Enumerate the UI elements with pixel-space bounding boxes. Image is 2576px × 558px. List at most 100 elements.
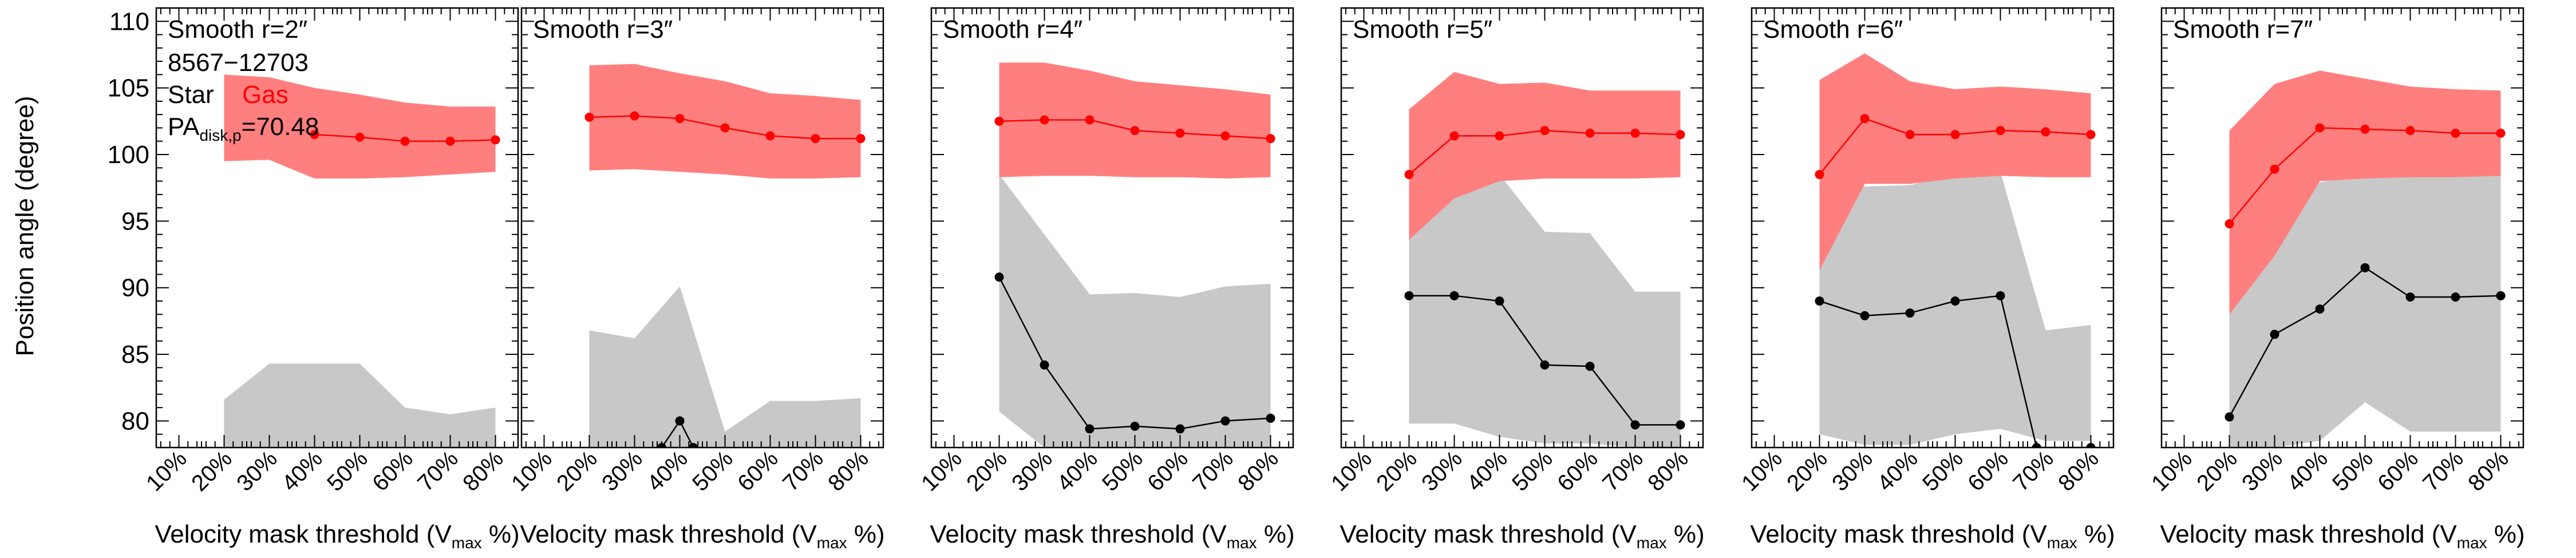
galaxy-id-label: 8567−12703	[168, 49, 309, 77]
gas-series-point	[584, 112, 594, 122]
x-tick-label: 50%	[1507, 446, 1558, 496]
panel-4-plot-area	[1404, 72, 1685, 448]
x-tick-label: 60%	[1963, 446, 2013, 496]
y-tick-label: 100	[108, 141, 149, 169]
gas-series-point	[2451, 128, 2460, 138]
x-tick-label: 70%	[778, 446, 828, 496]
x-axis-label-main: Velocity mask threshold (V	[930, 520, 1227, 548]
x-tick-label: 60%	[1143, 446, 1193, 496]
gas-series-point	[2496, 128, 2506, 138]
x-tick-label: 70%	[2418, 446, 2468, 496]
x-tick-label: 80%	[1233, 446, 1283, 496]
x-tick-label: 30%	[232, 446, 282, 496]
x-axis-label-end: %)	[2077, 520, 2115, 548]
x-tick-label: 20%	[187, 446, 237, 496]
star-series-point	[1040, 360, 1049, 370]
gas-series-point	[2315, 123, 2325, 133]
gas-series-point	[1220, 131, 1230, 141]
gas-series-point	[1996, 126, 2005, 136]
gas-series-point	[1676, 130, 1685, 140]
star-series-point	[1676, 420, 1685, 430]
star-uncertainty-band	[589, 286, 861, 448]
x-axis-label-subscript: max	[817, 534, 847, 552]
gas-series-point	[1585, 128, 1595, 138]
gas-series-point	[1905, 130, 1915, 140]
disk-position-angle: PAdisk,p=70.48	[168, 113, 319, 144]
x-tick-label: 20%	[2192, 446, 2242, 496]
panel-1-plot-area	[224, 74, 500, 448]
x-tick-label: 80%	[2463, 446, 2514, 496]
gas-series-point	[1404, 169, 1414, 179]
star-series-point	[1495, 296, 1504, 306]
x-axis-label: Velocity mask threshold (Vmax %)	[1750, 520, 2115, 552]
gas-series-point	[630, 111, 639, 121]
star-series-point	[1996, 291, 2005, 300]
legend-star: Star	[168, 81, 214, 109]
x-tick-label: 50%	[2328, 446, 2378, 496]
x-tick-label: 20%	[1372, 446, 1422, 496]
x-axis-label-end: %)	[847, 520, 885, 548]
gas-series-point	[994, 116, 1004, 126]
gas-series-point	[400, 136, 410, 146]
star-series-point	[1950, 296, 1960, 306]
star-series-point	[675, 416, 685, 426]
y-tick-label: 85	[121, 341, 149, 369]
x-tick-label: 30%	[1417, 446, 1467, 496]
gas-series-point	[1266, 134, 1275, 144]
x-axis-label: Velocity mask threshold (Vmax %)	[2160, 520, 2524, 552]
x-axis-label-subscript: max	[2457, 534, 2487, 552]
x-tick-label: 70%	[2008, 446, 2059, 496]
star-series-point	[1905, 308, 1915, 318]
star-series-point	[994, 272, 1004, 282]
x-tick-label: 50%	[1918, 446, 1968, 496]
x-tick-label: 60%	[733, 446, 783, 496]
x-tick-label: 30%	[2237, 446, 2287, 496]
x-tick-label: 60%	[2373, 446, 2423, 496]
gas-series-point	[2270, 164, 2279, 174]
star-series-point	[1130, 421, 1140, 431]
gas-series-point	[1540, 126, 1550, 136]
star-series-point	[2405, 292, 2415, 302]
gas-uncertainty-band	[1819, 53, 2091, 271]
panel-6-plot-area	[2225, 70, 2506, 448]
panel-title: Smooth r=4″	[943, 15, 1082, 43]
star-series-point	[2451, 292, 2460, 302]
x-axis-label-main: Velocity mask threshold (V	[520, 520, 817, 548]
x-axis-label: Velocity mask threshold (Vmax %)	[520, 520, 884, 552]
star-series-point	[1175, 424, 1185, 434]
gas-series-point	[2405, 126, 2415, 136]
star-series-point	[2225, 412, 2234, 422]
gas-series-point	[1040, 115, 1049, 125]
panel-title: Smooth r=6″	[1763, 15, 1903, 43]
x-axis-label-end: %)	[482, 520, 520, 548]
x-tick-label: 30%	[597, 446, 647, 496]
gas-uncertainty-band	[589, 64, 861, 179]
x-tick-label: 40%	[1872, 446, 1923, 496]
x-tick-label: 80%	[2053, 446, 2104, 496]
y-tick-label: 110	[109, 7, 149, 35]
gas-uncertainty-band	[999, 62, 1271, 179]
x-axis-label-main: Velocity mask threshold (V	[1750, 520, 2047, 548]
gas-series-point	[445, 136, 455, 146]
star-series-point	[689, 443, 698, 448]
star-series-point	[2270, 330, 2279, 339]
x-tick-label: 10%	[507, 446, 557, 496]
gas-series-point	[2360, 124, 2370, 134]
x-tick-label: 20%	[552, 446, 602, 496]
x-tick-label: 10%	[2147, 446, 2197, 496]
x-axis-label-main: Velocity mask threshold (V	[1340, 520, 1637, 548]
star-series-point	[1585, 362, 1595, 371]
star-series-point	[1815, 296, 1824, 306]
gas-series-point	[1130, 126, 1140, 136]
gas-series-point	[1449, 131, 1459, 141]
panel-2-plot-area	[584, 64, 866, 448]
gas-series-point	[1175, 128, 1185, 138]
y-tick-label: 105	[108, 74, 149, 102]
x-tick-label: 30%	[1007, 446, 1057, 496]
pa-prefix: PA	[168, 113, 200, 141]
panel-title: Smooth r=5″	[1353, 15, 1492, 43]
star-series-point	[1630, 420, 1640, 430]
y-tick-label: 90	[121, 274, 149, 302]
x-axis-label-end: %)	[1667, 520, 1705, 548]
